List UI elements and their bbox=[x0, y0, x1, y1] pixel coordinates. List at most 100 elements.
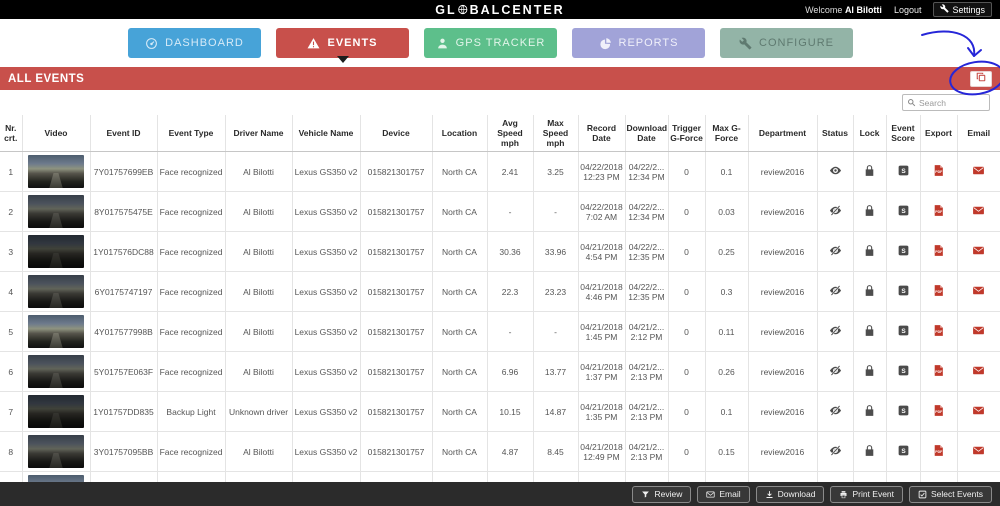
email-button[interactable]: Email bbox=[697, 485, 750, 503]
download-button[interactable]: Download bbox=[755, 485, 825, 503]
column-header-status[interactable]: Status bbox=[817, 115, 854, 152]
status-cell[interactable] bbox=[817, 271, 854, 312]
column-header-max-g-force[interactable]: Max G-Force bbox=[705, 115, 749, 152]
video-thumbnail[interactable] bbox=[28, 315, 84, 348]
video-cell bbox=[22, 431, 91, 472]
lock-cell[interactable] bbox=[853, 231, 887, 272]
event-score-cell[interactable]: S bbox=[886, 151, 921, 192]
nav-tab-gps-tracker[interactable]: GPS TRACKER bbox=[424, 28, 557, 58]
column-header-max-speed-mph[interactable]: Max Speed mph bbox=[533, 115, 579, 152]
logout-link[interactable]: Logout bbox=[893, 4, 922, 15]
column-header-record-date[interactable]: Record Date bbox=[578, 115, 626, 152]
export-cell[interactable]: PDF bbox=[920, 391, 958, 432]
svg-text:S: S bbox=[901, 248, 906, 255]
video-cell bbox=[22, 271, 91, 312]
column-header-export[interactable]: Export bbox=[920, 115, 958, 152]
email-cell[interactable] bbox=[957, 431, 1000, 472]
status-cell[interactable] bbox=[817, 231, 854, 272]
email-cell[interactable] bbox=[957, 391, 1000, 432]
video-thumbnail[interactable] bbox=[28, 235, 84, 268]
column-header-event-id[interactable]: Event ID bbox=[90, 115, 158, 152]
status-cell[interactable] bbox=[817, 191, 854, 232]
video-thumbnail[interactable] bbox=[28, 435, 84, 468]
email-cell[interactable] bbox=[957, 271, 1000, 312]
review-button[interactable]: Review bbox=[632, 485, 692, 503]
export-cell[interactable]: PDF bbox=[920, 311, 958, 352]
event-score-cell[interactable]: S bbox=[886, 391, 921, 432]
event-row[interactable]: 1 7Y01757699EB Face recognized Al Bilotti Le… bbox=[0, 151, 1000, 192]
column-header-email[interactable]: Email bbox=[957, 115, 1000, 152]
nav-tab-configure[interactable]: CONFIGURE bbox=[720, 28, 853, 58]
column-header-device[interactable]: Device bbox=[360, 115, 433, 152]
status-cell[interactable] bbox=[817, 351, 854, 392]
column-header-department[interactable]: Department bbox=[748, 115, 818, 152]
search-input[interactable] bbox=[919, 97, 985, 108]
settings-button[interactable]: Settings bbox=[933, 2, 992, 17]
export-cell[interactable]: PDF bbox=[920, 431, 958, 472]
video-thumbnail[interactable] bbox=[28, 275, 84, 308]
video-thumbnail[interactable] bbox=[28, 195, 84, 228]
footer-button-label: Print Event bbox=[852, 489, 895, 499]
email-cell[interactable] bbox=[957, 231, 1000, 272]
export-cell[interactable]: PDF bbox=[920, 191, 958, 232]
lock-cell[interactable] bbox=[853, 311, 887, 352]
video-thumbnail[interactable] bbox=[28, 355, 84, 388]
event-score-cell[interactable]: S bbox=[886, 311, 921, 352]
email-cell[interactable] bbox=[957, 311, 1000, 352]
lock-cell[interactable] bbox=[853, 151, 887, 192]
status-cell[interactable] bbox=[817, 391, 854, 432]
column-header-nr-crt-[interactable]: Nr. crt. bbox=[0, 115, 23, 152]
nav-tab-events[interactable]: EVENTS bbox=[276, 28, 409, 58]
export-events-button[interactable] bbox=[970, 70, 992, 87]
column-header-event-type[interactable]: Event Type bbox=[157, 115, 226, 152]
column-header-event-score[interactable]: Event Score bbox=[886, 115, 921, 152]
status-cell[interactable] bbox=[817, 311, 854, 352]
event-score-cell[interactable]: S bbox=[886, 271, 921, 312]
nav-tab-reports[interactable]: REPORTS bbox=[572, 28, 705, 58]
event-row[interactable]: 5 4Y017577998B Face recognized Al Bilotti Le… bbox=[0, 311, 1000, 352]
column-header-trigger-g-force[interactable]: Trigger G-Force bbox=[668, 115, 706, 152]
video-thumbnail[interactable] bbox=[28, 155, 84, 188]
driver-name: Al Bilotti bbox=[225, 351, 293, 392]
event-score-cell[interactable]: S bbox=[886, 231, 921, 272]
event-score-cell[interactable]: S bbox=[886, 351, 921, 392]
email-cell[interactable] bbox=[957, 151, 1000, 192]
export-cell[interactable]: PDF bbox=[920, 351, 958, 392]
lock-cell[interactable] bbox=[853, 271, 887, 312]
status-cell[interactable] bbox=[817, 431, 854, 472]
export-cell[interactable]: PDF bbox=[920, 231, 958, 272]
lock-cell[interactable] bbox=[853, 351, 887, 392]
column-header-location[interactable]: Location bbox=[432, 115, 488, 152]
video-thumbnail[interactable] bbox=[28, 395, 84, 428]
email-cell[interactable] bbox=[957, 191, 1000, 232]
event-row[interactable]: 2 8Y017575475E Face recognized Al Bilotti Le… bbox=[0, 191, 1000, 232]
lock-icon bbox=[863, 324, 876, 337]
footer-toolbar: Review Email Download Print Event Select Eve… bbox=[0, 482, 1000, 506]
trigger-g-force: 0 bbox=[668, 431, 706, 472]
column-header-vehicle-name[interactable]: Vehicle Name bbox=[292, 115, 361, 152]
event-row[interactable]: 4 6Y0175747197 Face recognized Al Bilotti Le… bbox=[0, 271, 1000, 312]
select-events-button[interactable]: Select Events bbox=[909, 485, 992, 503]
event-score-cell[interactable]: S bbox=[886, 431, 921, 472]
event-row[interactable]: 8 3Y01757095BB Face recognized Al Bilotti Le… bbox=[0, 431, 1000, 472]
lock-cell[interactable] bbox=[853, 391, 887, 432]
event-row[interactable]: 6 5Y01757E063F Face recognized Al Bilotti Le… bbox=[0, 351, 1000, 392]
download-arrow-icon bbox=[765, 490, 774, 499]
column-header-driver-name[interactable]: Driver Name bbox=[225, 115, 293, 152]
column-header-download-date[interactable]: Download Date bbox=[625, 115, 669, 152]
status-cell[interactable] bbox=[817, 151, 854, 192]
event-score-cell[interactable]: S bbox=[886, 191, 921, 232]
event-row[interactable]: 7 1Y01757DD835 Backup Light Unknown driver L… bbox=[0, 391, 1000, 432]
lock-cell[interactable] bbox=[853, 431, 887, 472]
column-header-video[interactable]: Video bbox=[22, 115, 91, 152]
nav-tab-dashboard[interactable]: DASHBOARD bbox=[128, 28, 261, 58]
column-header-avg-speed-mph[interactable]: Avg Speed mph bbox=[487, 115, 534, 152]
export-cell[interactable]: PDF bbox=[920, 271, 958, 312]
email-cell[interactable] bbox=[957, 351, 1000, 392]
event-row[interactable]: 3 1Y017576DC88 Face recognized Al Bilotti Le… bbox=[0, 231, 1000, 272]
lock-cell[interactable] bbox=[853, 191, 887, 232]
export-cell[interactable]: PDF bbox=[920, 151, 958, 192]
column-header-lock[interactable]: Lock bbox=[853, 115, 887, 152]
print-event-button[interactable]: Print Event bbox=[830, 485, 904, 503]
record-date: 04/21/2018 1:37 PM bbox=[578, 351, 626, 392]
